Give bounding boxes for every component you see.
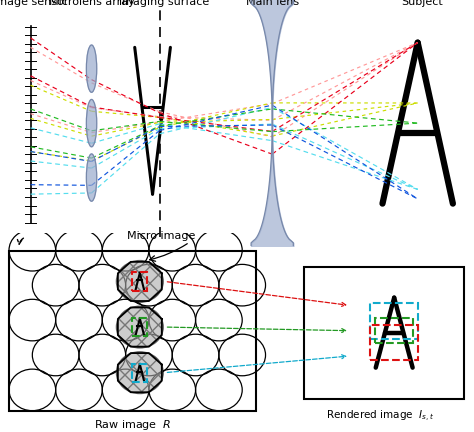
Ellipse shape xyxy=(86,99,97,147)
Ellipse shape xyxy=(86,154,97,201)
Bar xyxy=(9,251,256,411)
Bar xyxy=(304,267,464,399)
Circle shape xyxy=(117,260,163,302)
Ellipse shape xyxy=(86,45,97,92)
Bar xyxy=(132,272,147,291)
Text: Subject: Subject xyxy=(401,0,443,7)
Circle shape xyxy=(117,306,163,348)
Text: Main lens: Main lens xyxy=(246,0,299,7)
Circle shape xyxy=(117,352,163,394)
Text: Micro image: Micro image xyxy=(127,231,195,241)
Bar xyxy=(370,325,418,360)
Text: Image sensor: Image sensor xyxy=(0,0,68,7)
Text: Virtual
imaging surface: Virtual imaging surface xyxy=(119,0,210,7)
Bar xyxy=(132,318,147,336)
Bar xyxy=(132,364,147,382)
Bar xyxy=(370,302,418,340)
Bar xyxy=(375,318,413,343)
Text: Rendered image  $I_{s,t}$: Rendered image $I_{s,t}$ xyxy=(327,409,435,423)
Text: Microlens array: Microlens array xyxy=(49,0,135,7)
Text: Raw image  $R$: Raw image $R$ xyxy=(94,418,172,432)
